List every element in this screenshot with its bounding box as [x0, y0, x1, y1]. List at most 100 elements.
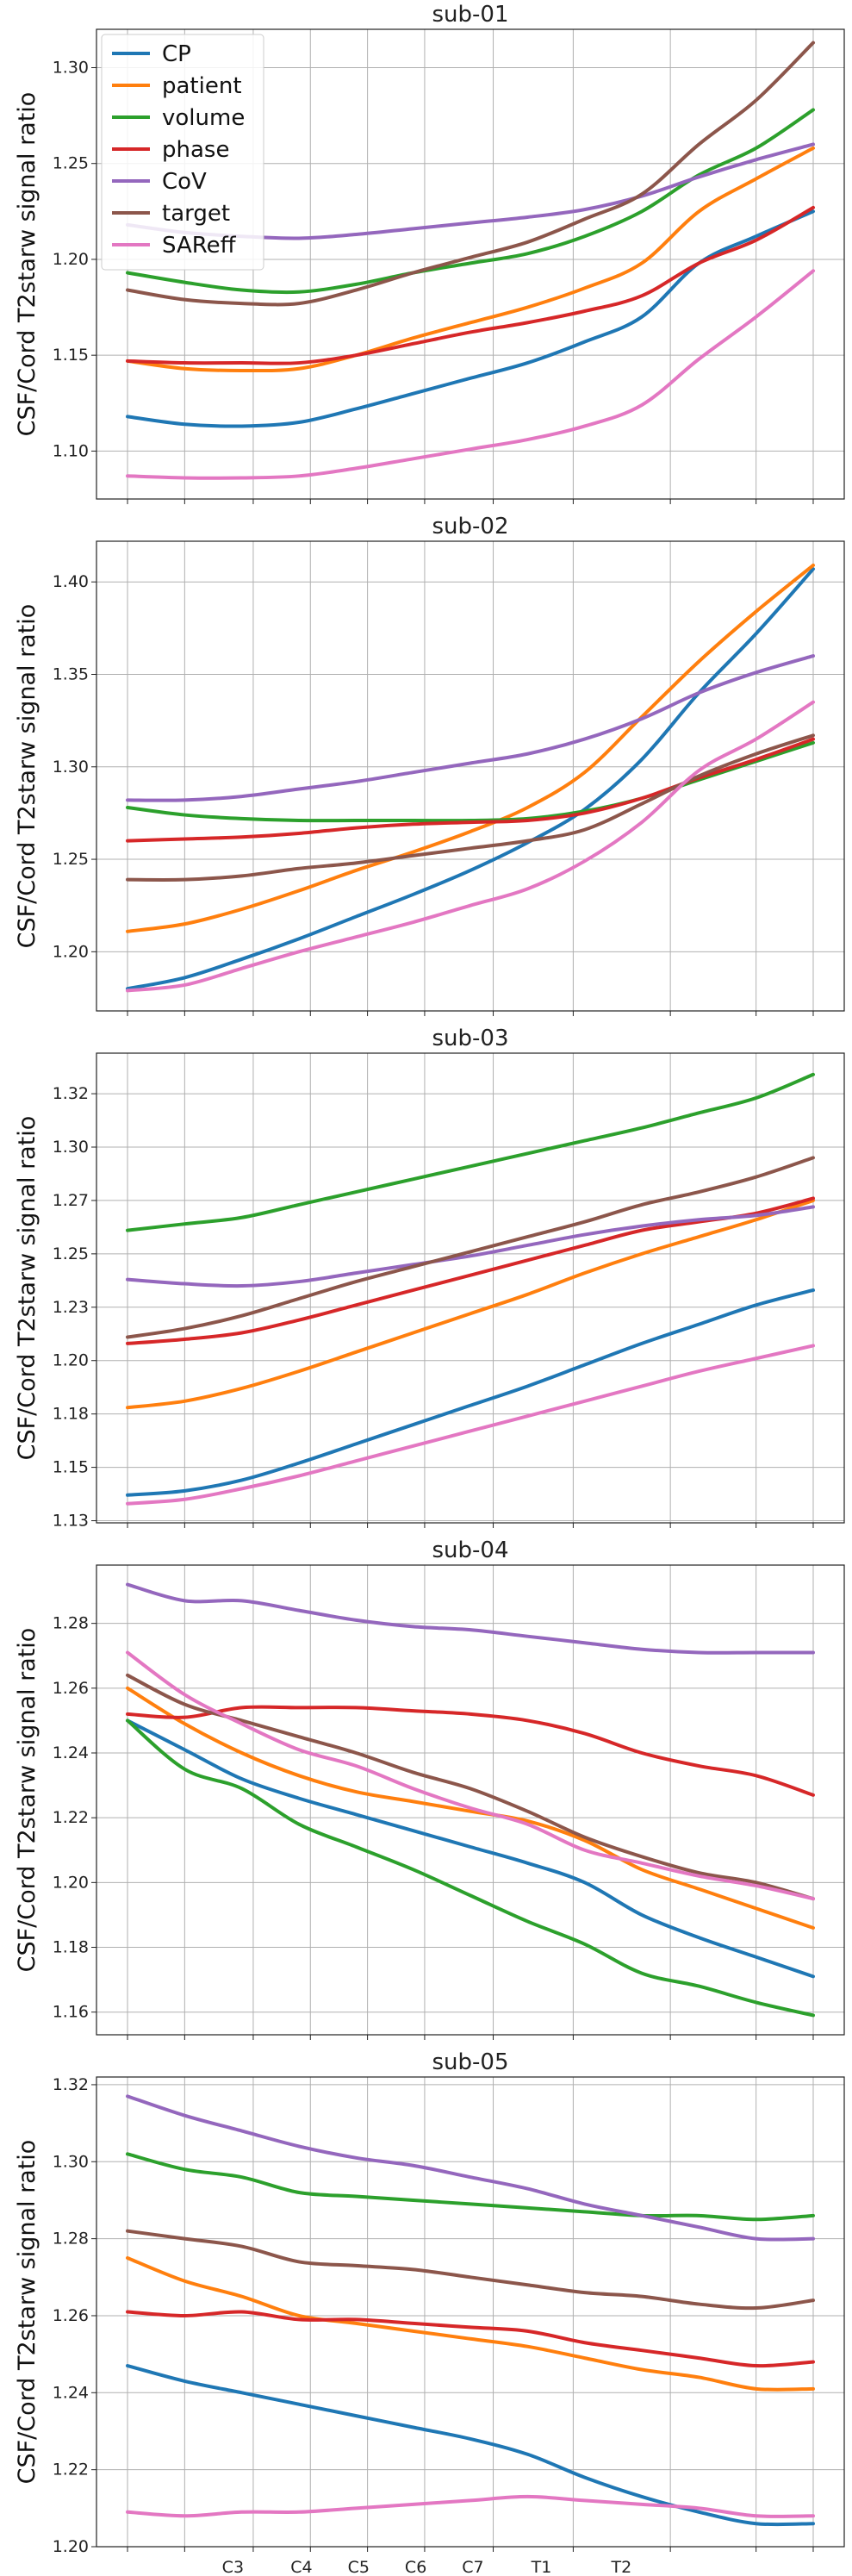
y-axis-label: CSF/Cord T2starw signal ratio [14, 92, 40, 437]
series-line-target [126, 2229, 815, 2311]
plot-frame [96, 1564, 845, 2036]
series-line-CP [126, 1718, 815, 1979]
y-tick-label: 1.28 [53, 1614, 89, 1633]
plot-frame [96, 28, 845, 500]
legend: CP patient volume phase CoV target SAReff [101, 34, 264, 271]
series-line-phase [126, 1196, 815, 1345]
y-tick-label: 1.26 [53, 2306, 89, 2325]
legend-box [101, 34, 264, 271]
panel-sub-03: sub-03 CSF/Cord T2starw signal ratio 1.13 1… [14, 1026, 845, 1531]
y-tick-label: 1.22 [53, 1808, 89, 1827]
x-tick-label: C5 [348, 2558, 370, 2576]
series-line-CP [126, 1288, 815, 1497]
y-tick-label: 1.20 [53, 250, 89, 269]
x-tick-label: T1 [531, 2558, 552, 2576]
y-tick-label: 1.16 [53, 2003, 89, 2022]
series-line-volume [126, 1718, 815, 2018]
legend-label: patient [162, 73, 242, 99]
series-line-SAReff [126, 2494, 815, 2518]
series-line-CP [126, 567, 815, 991]
series-line-target [126, 1673, 815, 1901]
y-tick-label: 1.22 [53, 2461, 89, 2479]
series-line-SAReff [126, 269, 815, 480]
y-tick-label: 1.25 [53, 154, 89, 173]
panel-title: sub-05 [432, 2049, 509, 2075]
series-line-CP [126, 2364, 815, 2527]
y-tick-label: 1.24 [53, 2383, 89, 2402]
legend-label: CP [162, 41, 191, 67]
legend-label: SAReff [162, 233, 237, 259]
y-tick-label: 1.30 [53, 58, 89, 77]
y-tick-label: 1.20 [53, 1873, 89, 1892]
y-tick-label: 1.25 [53, 1244, 89, 1263]
series-line-patient [126, 2255, 815, 2392]
y-tick-label: 1.18 [53, 1405, 89, 1424]
y-tick-label: 1.30 [53, 2152, 89, 2171]
x-tick-label: C4 [290, 2558, 312, 2576]
series-line-SAReff [126, 1344, 815, 1506]
y-tick-label: 1.30 [53, 758, 89, 777]
y-tick-label: 1.35 [53, 664, 89, 683]
panel-title: sub-04 [432, 1537, 509, 1563]
y-tick-label: 1.30 [53, 1138, 89, 1157]
legend-label: volume [162, 105, 245, 131]
series-line-phase [126, 205, 815, 365]
y-tick-label: 1.20 [53, 1351, 89, 1370]
y-axis-label: CSF/Cord T2starw signal ratio [14, 1628, 40, 1973]
y-tick-label: 1.15 [53, 1458, 89, 1477]
series-line-patient [126, 563, 815, 933]
x-tick-label: T2 [611, 2558, 632, 2576]
y-tick-label: 1.25 [53, 850, 89, 869]
series-line-CoV [126, 1582, 815, 1655]
series-line-patient [126, 146, 815, 373]
series-line-CoV [126, 654, 815, 802]
y-tick-label: 1.40 [53, 572, 89, 591]
series-line-volume [126, 108, 815, 295]
series-line-SAReff [126, 1650, 815, 1901]
y-tick-label: 1.27 [53, 1191, 89, 1210]
y-axis-label: CSF/Cord T2starw signal ratio [14, 2140, 40, 2485]
panel-sub-01: sub-01 CSF/Cord T2starw signal ratio 1.10 1… [14, 2, 845, 504]
y-tick-label: 1.24 [53, 1743, 89, 1762]
series-line-CoV [126, 2094, 815, 2242]
y-tick-label: 1.23 [53, 1298, 89, 1317]
panel-sub-05: sub-05 CSF/Cord T2starw signal ratio 1.20 1… [14, 2049, 845, 2576]
panel-title: sub-02 [432, 514, 509, 540]
y-axis-label: CSF/Cord T2starw signal ratio [14, 1116, 40, 1461]
series-line-volume [126, 1072, 815, 1232]
x-tick-label: C6 [405, 2558, 426, 2576]
series-line-volume [126, 2152, 815, 2222]
series-line-volume [126, 740, 815, 823]
series-line-target [126, 41, 815, 307]
panel-title: sub-01 [432, 2, 509, 28]
y-tick-label: 1.32 [53, 2075, 89, 2094]
legend-label: CoV [162, 169, 207, 195]
plot-frame [96, 1052, 845, 1524]
series-line-phase [126, 737, 815, 843]
y-tick-label: 1.26 [53, 1679, 89, 1698]
series-line-phase [126, 1705, 815, 1797]
series-line-patient [126, 1686, 815, 1930]
panel-title: sub-03 [432, 1026, 509, 1051]
y-tick-label: 1.32 [53, 1084, 89, 1103]
y-tick-label: 1.28 [53, 2230, 89, 2249]
series-line-SAReff [126, 700, 815, 993]
legend-label: phase [162, 137, 229, 163]
y-tick-label: 1.10 [53, 441, 89, 460]
series-line-patient [126, 1198, 815, 1410]
series-line-phase [126, 2310, 815, 2368]
x-tick-label: C3 [222, 2558, 244, 2576]
legend-label: target [162, 201, 230, 227]
panel-sub-02: sub-02 CSF/Cord T2starw signal ratio 1.20 1… [14, 514, 845, 1016]
y-tick-label: 1.20 [53, 942, 89, 961]
plot-frame [96, 2076, 845, 2548]
x-tick-label: C7 [462, 2558, 483, 2576]
plot-frame [96, 540, 845, 1012]
series-line-CoV [126, 1205, 815, 1288]
y-tick-label: 1.20 [53, 2537, 89, 2556]
series-line-target [126, 733, 815, 882]
series-line-target [126, 1156, 815, 1339]
y-tick-label: 1.15 [53, 346, 89, 365]
panel-sub-04: sub-04 CSF/Cord T2starw signal ratio 1.16 1… [14, 1537, 845, 2040]
